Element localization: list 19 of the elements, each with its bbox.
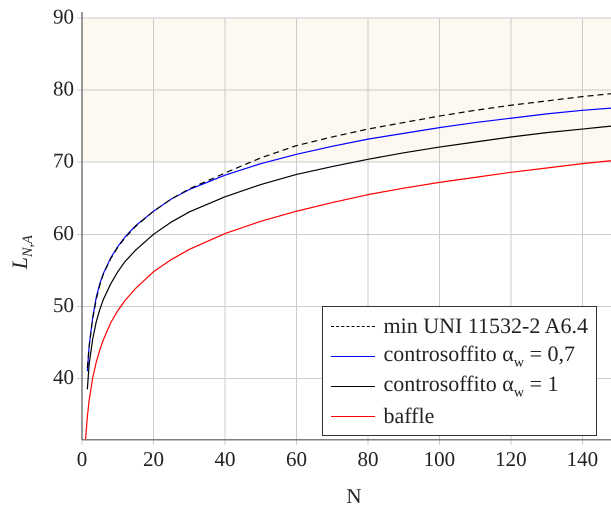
legend-label: controsoffito α$_{w}$ = 0,7 <box>383 340 576 372</box>
y-tick-label: 80 <box>53 76 74 101</box>
y-tick-label: 50 <box>53 292 74 317</box>
y-tick-label: 40 <box>53 365 74 390</box>
x-tick-label: 80 <box>357 446 378 471</box>
y-tick-label: 90 <box>53 4 74 29</box>
x-tick-label: 60 <box>286 446 307 471</box>
legend-label: baffle <box>383 403 434 429</box>
legend-label: controsoffito α$_{w}$ = 1 <box>383 370 559 402</box>
y-tick-label: 70 <box>53 148 74 173</box>
x-tick-label: 20 <box>142 446 164 471</box>
x-tick-label: 140 <box>566 446 598 471</box>
legend-label: min UNI 11532-2 A6.4 <box>383 313 588 339</box>
x-tick-label: 40 <box>214 446 236 471</box>
x-axis-title: N <box>345 484 363 509</box>
x-tick-label: 100 <box>424 446 456 471</box>
x-tick-label: 120 <box>495 446 527 471</box>
x-tick-label: 0 <box>76 446 88 471</box>
y-tick-label: 60 <box>53 220 74 245</box>
